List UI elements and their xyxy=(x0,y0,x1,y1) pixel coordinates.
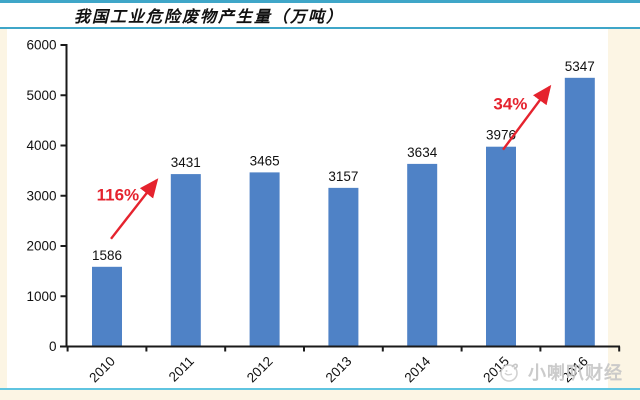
bar-value-label: 5347 xyxy=(565,59,595,74)
chart-title: 我国工业危险废物产生量（万吨） xyxy=(74,7,345,26)
x-tick-label-2013: 2013 xyxy=(323,354,355,386)
growth-arrow xyxy=(110,178,159,240)
bar-value-label: 1586 xyxy=(92,248,122,263)
watermark-logo-icon xyxy=(500,363,518,382)
bar-2014 xyxy=(407,163,438,347)
bar-value-label: 3634 xyxy=(407,145,438,160)
bar-2015 xyxy=(486,146,516,347)
y-tick-label: 4000 xyxy=(26,138,56,153)
bottom-divider xyxy=(0,388,640,390)
bar-2012 xyxy=(249,172,280,347)
bar-2010 xyxy=(92,266,122,347)
x-tick-label-2011: 2011 xyxy=(166,354,197,385)
bar-value-label: 3431 xyxy=(171,155,201,170)
growth-annotation-label: 34% xyxy=(493,94,527,113)
y-tick-label: 2000 xyxy=(26,239,56,254)
y-tick-label: 1000 xyxy=(26,289,56,304)
bar-2011 xyxy=(170,174,201,347)
bar-value-label: 3157 xyxy=(328,169,358,184)
bar-value-label: 3465 xyxy=(250,153,280,168)
report-header: 我国工业危险废物产生量（万吨） xyxy=(0,0,640,29)
growth-annotation-label: 116% xyxy=(97,185,140,204)
watermark: 小喇叭财经 xyxy=(498,358,623,386)
bar-value-label: 3976 xyxy=(486,128,516,143)
bar-2016 xyxy=(564,77,595,347)
y-tick-label: 5000 xyxy=(26,88,56,103)
watermark-text: 小喇叭财经 xyxy=(528,363,623,383)
y-tick-label: 0 xyxy=(49,339,57,354)
bar-2013 xyxy=(328,187,359,347)
growth-arrow xyxy=(502,84,552,151)
y-tick-label: 3000 xyxy=(26,188,56,203)
x-tick-label-2012: 2012 xyxy=(244,354,276,386)
x-tick-label-2010: 2010 xyxy=(86,354,118,386)
y-tick-label: 6000 xyxy=(26,38,56,53)
x-tick-label-2014: 2014 xyxy=(401,353,433,385)
